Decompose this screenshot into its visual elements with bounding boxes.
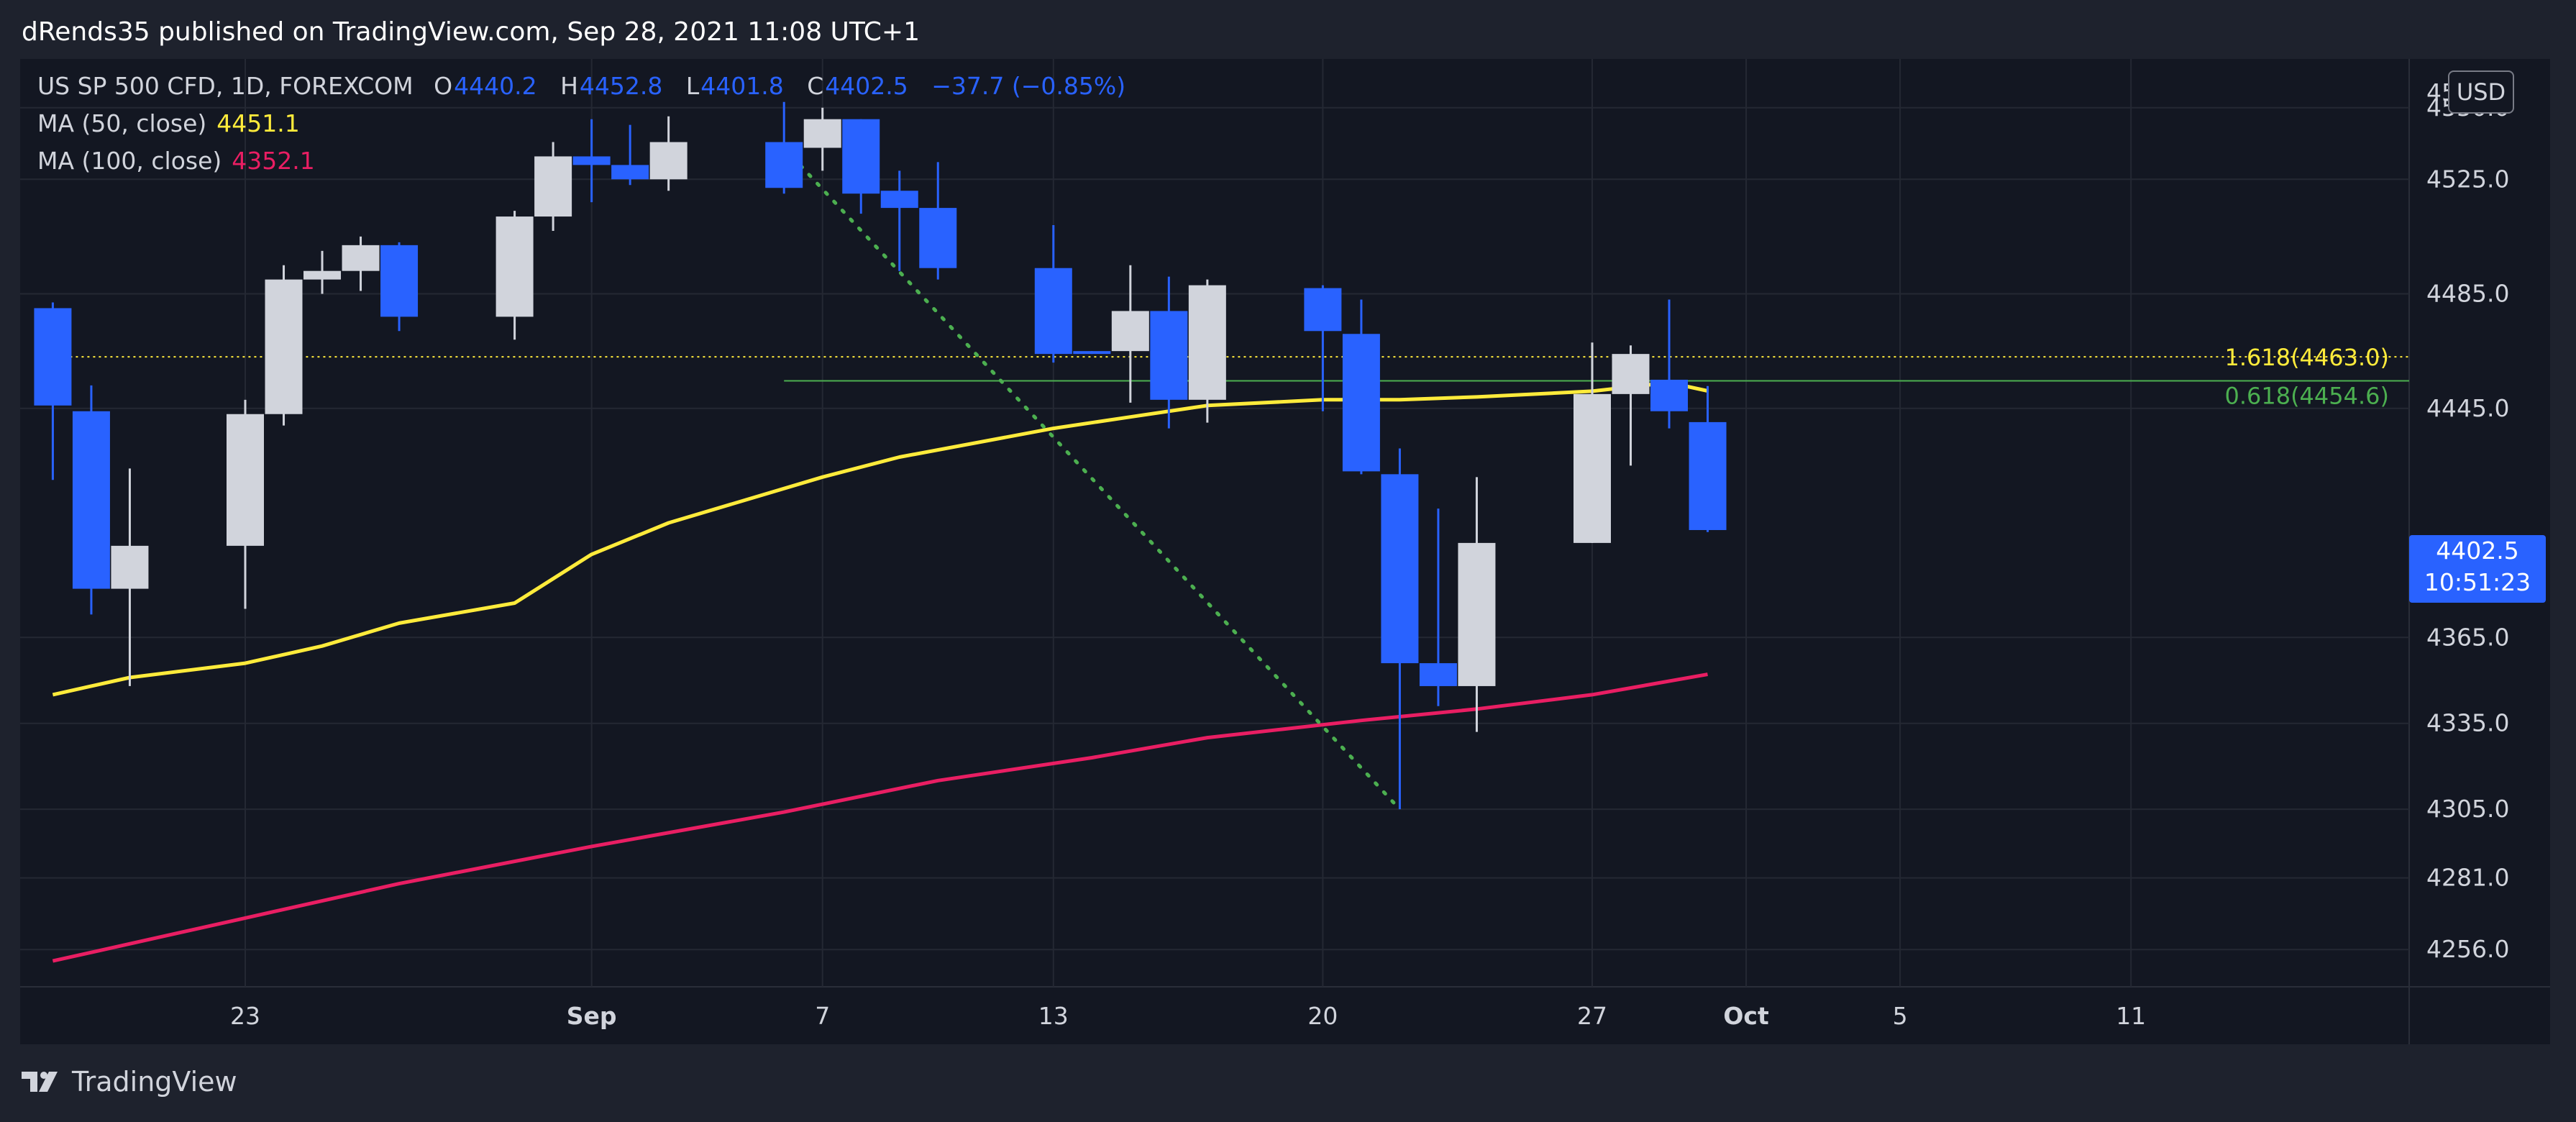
time-tick-label: 13 [1038,1002,1069,1030]
price-tick-label: 4256.0 [2426,935,2509,963]
symbol-name: US SP 500 CFD, 1D, FOREXCOM [37,72,414,100]
plot-background [20,59,2409,987]
ma50-line [52,380,1709,697]
grid [20,59,2409,987]
fib-level-label: 0.618(4454.6) [2224,383,2389,410]
candle-body [1034,268,1072,355]
tradingview-logo[interactable]: TradingView [22,1066,237,1098]
high-value: 4452.8 [579,72,663,100]
ma100-legend[interactable]: MA (100, close) 4352.1 [37,147,319,175]
candle-body [649,142,688,180]
fib-levels: 1.618(4463.0) 0.618(4454.6) [52,344,2409,410]
candle-body [265,279,303,414]
currency-badge[interactable]: USD [2448,70,2514,114]
last-price-value: 4402.5 [2436,537,2519,565]
open-value: 4440.2 [454,72,537,100]
time-tick-label: 5 [1893,1002,1908,1030]
ma50-legend[interactable]: MA (50, close) 4451.1 [37,109,304,137]
candle-body [572,156,611,165]
candle-body [1342,334,1380,472]
ma100-series [52,672,1708,963]
ma100-label: MA (100, close) [37,147,222,175]
fib-level-label: 1.618(4463.0) [2224,344,2389,371]
change-value: −37.7 (−0.85%) [931,72,1126,100]
candle-body [380,245,419,317]
price-axis-background[interactable] [2409,59,2550,987]
candle-body [1574,393,1611,543]
candle-body [611,165,649,180]
candle-body [1304,288,1342,332]
time-tick-label: Oct [1723,1002,1769,1030]
price-tick-label: 4305.0 [2426,795,2509,823]
candle-body [495,216,534,317]
candle-body [1612,354,1650,394]
low-value: 4401.8 [700,72,784,100]
close-value: 4402.5 [825,72,908,100]
price-tick-label: 4281.0 [2426,864,2509,892]
candle-body [227,414,264,546]
candle-body [1458,542,1496,686]
candles [34,101,1727,810]
price-tick-label: 4445.0 [2426,394,2509,422]
candle-body [111,545,149,589]
candle-body [1381,474,1419,664]
candle-body [1150,311,1188,400]
time-tick-label: 23 [230,1002,260,1030]
ma50-series [52,380,1709,697]
candle-body [803,119,841,148]
bar-countdown: 10:51:23 [2424,568,2531,596]
candle-body [880,191,918,209]
candle-body [1073,351,1111,355]
last-price-label: 4402.5 10:51:23 [2409,535,2546,603]
price-tick-label: 4485.0 [2426,280,2509,308]
publisher-header: dRends35 published on TradingView.com, S… [22,17,920,47]
tradingview-logo-icon [22,1072,58,1092]
high-label: H [560,72,578,100]
price-tick-label: 4365.0 [2426,623,2509,651]
candle-body [1419,663,1457,686]
time-axis-background[interactable] [20,987,2550,1044]
ma50-value: 4451.1 [216,109,300,137]
price-axis-labels: 4256.0 4281.0 4305.0 4335.0 4365.0 4445.0 4485… [2426,78,2509,963]
trend-line-drawing[interactable] [782,146,1402,811]
price-tick-label: 4525.0 [2426,165,2509,193]
ma100-line [52,672,1708,963]
trend-line [782,146,1402,811]
candle-body [34,308,72,406]
candle-body [303,270,342,280]
brand-name: TradingView [72,1066,237,1098]
time-axis-labels: 23 Sep 7 13 20 27 Oct 5 11 [230,1002,2146,1030]
candle-body [765,142,803,188]
candle-body [534,156,572,217]
candle-body [1689,421,1727,530]
candle-body [342,245,380,271]
time-tick-label: 7 [815,1002,830,1030]
candle-body [842,119,880,194]
symbol-legend[interactable]: US SP 500 CFD, 1D, FOREXCOM O4440.2 H445… [37,72,1141,100]
candle-body [1650,379,1689,411]
candle-body [72,411,110,589]
ma100-value: 4352.1 [232,147,315,175]
candle-body [919,208,957,268]
time-tick-label: 20 [1307,1002,1338,1030]
low-label: L [685,72,700,100]
candle-body [1111,311,1149,352]
time-tick-label: 11 [2116,1002,2146,1030]
time-tick-label: 27 [1577,1002,1607,1030]
ma50-label: MA (50, close) [37,109,207,137]
time-tick-label: Sep [567,1002,617,1030]
candle-body [1188,285,1226,400]
close-label: C [807,72,824,100]
open-label: O [434,72,453,100]
price-tick-label: 4335.0 [2426,709,2509,737]
